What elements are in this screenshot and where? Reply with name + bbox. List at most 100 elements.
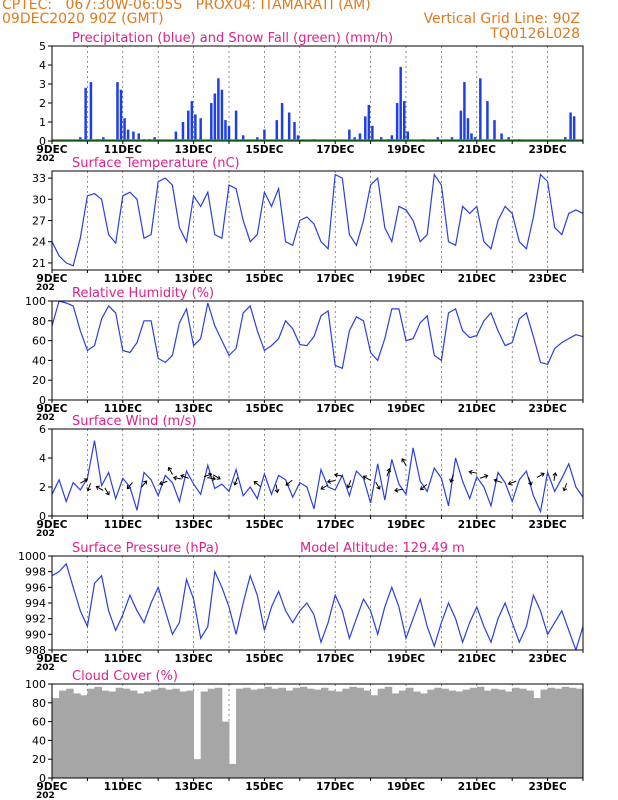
- pressure-title: Surface Pressure (hPa): [72, 541, 219, 556]
- precip-bar: [353, 137, 356, 141]
- precip-bar: [572, 116, 576, 141]
- precip-xtick-label: 21DEC: [458, 144, 497, 156]
- wind-ytick-label: 4: [39, 452, 46, 465]
- precip-bar: [479, 78, 482, 141]
- cloud-bar: [526, 690, 534, 778]
- wind-arrow-head: [333, 472, 339, 478]
- wind-arrow-head: [528, 481, 533, 486]
- cloud-bar: [377, 688, 386, 778]
- wind-arrow-head: [158, 480, 164, 486]
- pressure-panel: 988 990 992 994 996 998 1000 9DEC 11DEC 13DEC 15DE…: [18, 541, 584, 673]
- cloud-bar: [271, 688, 279, 778]
- wind-arrow-head: [167, 466, 172, 472]
- precip-bar: [466, 118, 470, 141]
- pressure-year-label: 202: [36, 663, 55, 673]
- header-grid-note: Vertical Grid Line: 90Z: [423, 11, 580, 27]
- cloud-bar: [441, 688, 449, 778]
- pressure-xtick-label: 13DEC: [174, 653, 213, 665]
- humidity-xtick-label: 21DEC: [458, 403, 497, 415]
- precip-bar: [190, 101, 194, 141]
- header-run-date: 09DEC2020 90Z (GMT): [2, 11, 164, 27]
- cloud-bar: [427, 689, 435, 778]
- wind-arrow-shaft: [479, 475, 488, 479]
- precip-xtick-label: 13DEC: [174, 144, 213, 156]
- precip-ytick-label: 2: [39, 97, 46, 110]
- temperature-xtick-label: 9DEC: [37, 273, 68, 285]
- wind-arrow-shaft: [168, 467, 174, 475]
- humidity-year-label: 202: [36, 413, 55, 423]
- cloud-bar: [342, 688, 350, 778]
- wind-xtick-label: 13DEC: [174, 519, 213, 531]
- cloud-bar: [144, 691, 152, 778]
- pressure-ytick-label: 992: [25, 613, 46, 626]
- cloud-bar: [299, 686, 308, 778]
- precip-bar: [210, 103, 213, 141]
- cloud-bar: [519, 688, 527, 778]
- cloud-bar: [94, 686, 102, 778]
- cloud-bar: [243, 687, 251, 778]
- humidity-title: Relative Humidity (%): [72, 286, 214, 301]
- wind-arrow-head: [95, 485, 100, 490]
- cloud-ytick-label: 100: [25, 678, 46, 691]
- temperature-ytick-label: 24: [32, 236, 46, 249]
- precip-bar: [564, 137, 567, 141]
- cloud-frame: [51, 683, 584, 779]
- humidity-xtick-label: 11DEC: [104, 403, 143, 415]
- pressure-xtick-label: 9DEC: [37, 653, 68, 665]
- wind-arrow: [212, 474, 221, 480]
- cloud-bar: [420, 693, 428, 778]
- wind-arrow-shaft: [334, 474, 343, 477]
- wind-line: [52, 440, 583, 514]
- wind-arrow: [468, 469, 478, 475]
- cloud-bar: [179, 691, 187, 778]
- wind-arrow-shaft: [180, 475, 189, 479]
- wind-arrow-shaft: [375, 481, 381, 490]
- precip-bar: [220, 89, 224, 141]
- precip-bar: [102, 137, 105, 141]
- wind-arrow: [320, 484, 329, 490]
- wind-arrow-head: [105, 491, 110, 496]
- cloud-bar: [264, 686, 272, 778]
- wind-arrow: [80, 478, 89, 484]
- cloud-bar: [101, 690, 110, 778]
- wind-arrow-shaft: [80, 478, 88, 484]
- cloud-bar: [73, 693, 81, 778]
- wind-arrow-head: [468, 469, 473, 475]
- cloud-bar: [568, 687, 577, 778]
- cloud-xtick-label: 11DEC: [104, 781, 143, 793]
- cloud-bar: [221, 721, 230, 778]
- humidity-xtick-label: 17DEC: [316, 403, 355, 415]
- temperature-panel: 21 24 27 30 33 9DEC 11DEC 13DEC 15DEC 17DEC 19DEC 2…: [32, 156, 584, 293]
- wind-arrow-shaft: [528, 477, 532, 486]
- cloud-bar: [561, 686, 570, 778]
- precip-ytick-label: 4: [39, 59, 46, 72]
- pressure-xtick-label: 19DEC: [387, 653, 426, 665]
- cloud-bar: [490, 688, 499, 778]
- precip-bar: [450, 137, 454, 141]
- wind-arrow: [386, 467, 392, 477]
- wind-arrow-head: [507, 480, 512, 486]
- humidity-xtick-label: 9DEC: [37, 403, 68, 415]
- precip-bar: [217, 78, 220, 141]
- precip-bar: [275, 120, 279, 141]
- wind-arrow-shaft: [104, 487, 110, 496]
- precip-xtick-label: 15DEC: [245, 144, 284, 156]
- precip-bar: [371, 125, 374, 141]
- wind-arrow-head: [208, 472, 213, 478]
- wind-arrow-shaft: [401, 458, 407, 467]
- wind-arrow: [394, 487, 403, 493]
- wind-arrow-shaft: [141, 480, 147, 488]
- precip-xtick-label: 19DEC: [387, 144, 426, 156]
- wind-arrow-shaft: [320, 484, 329, 490]
- precip-bar: [137, 133, 140, 141]
- cloud-bar: [278, 687, 287, 778]
- precip-bar: [463, 82, 466, 141]
- wind-arrow-shaft: [563, 483, 568, 491]
- cloud-bar: [66, 688, 74, 778]
- wind-arrow: [333, 472, 343, 478]
- cloud-year-label: 202: [36, 791, 55, 800]
- pressure-ytick-label: 994: [25, 597, 46, 610]
- cloud-bar: [476, 686, 485, 778]
- wind-arrow-shaft: [508, 480, 517, 485]
- precip-bar: [153, 137, 156, 141]
